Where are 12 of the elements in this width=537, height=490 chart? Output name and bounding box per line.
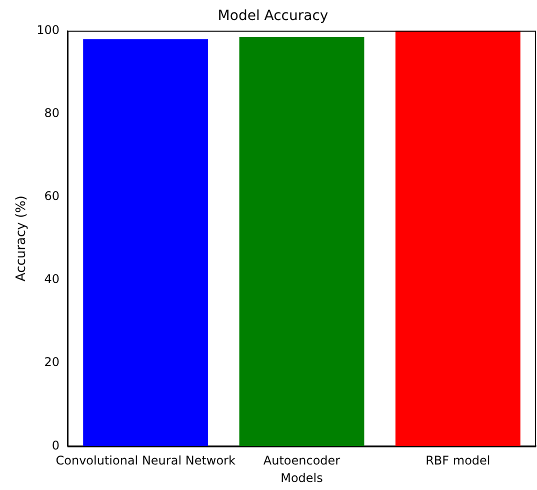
- y-tick-label: 40: [44, 272, 60, 286]
- x-tick-label: RBF model: [426, 454, 490, 468]
- x-tick-label: Autoencoder: [263, 454, 340, 468]
- x-axis-title: Models: [280, 470, 323, 485]
- y-axis-title: Accuracy (%): [14, 196, 30, 282]
- y-tick-label: 0: [52, 438, 60, 452]
- y-tick-label: 100: [36, 22, 60, 37]
- chart-title: Model Accuracy: [218, 8, 328, 24]
- y-tick-label: 60: [44, 189, 60, 204]
- x-tick-label: Convolutional Neural Network: [56, 454, 236, 468]
- y-tick-label: 20: [44, 355, 60, 370]
- y-tick-label: 80: [44, 106, 60, 120]
